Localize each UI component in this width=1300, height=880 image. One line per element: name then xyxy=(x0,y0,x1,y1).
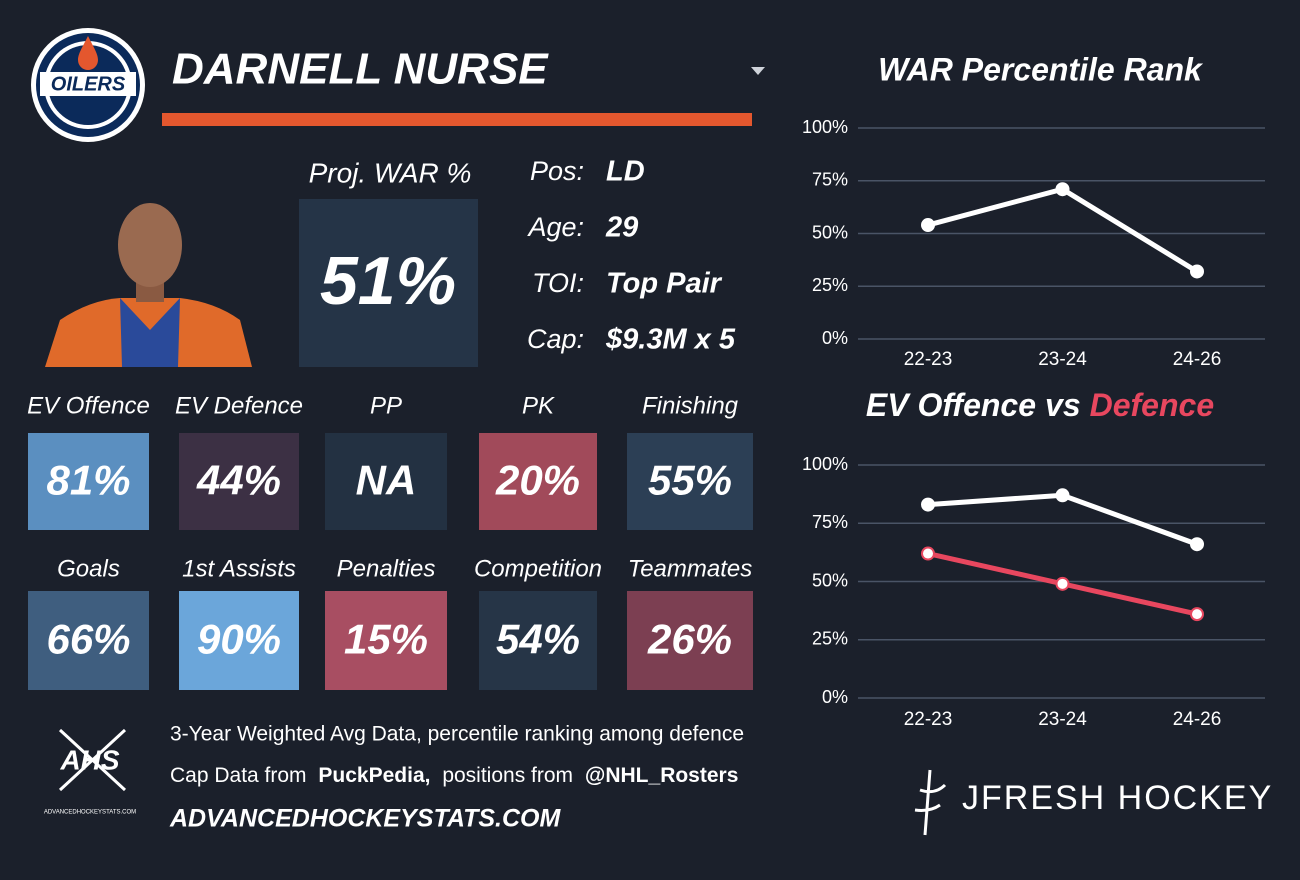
tile xyxy=(479,591,597,690)
x-tick-label: 24-26 xyxy=(1173,349,1222,370)
x-tick-label: 22-23 xyxy=(904,709,953,730)
ahs-text: AHS xyxy=(59,744,119,775)
tile-label: Goals xyxy=(57,555,120,582)
detail-label: Age: xyxy=(526,212,584,242)
y-tick-label: 25% xyxy=(812,275,848,295)
player-name: DARNELL NURSE xyxy=(172,45,549,94)
tile-label: 1st Assists xyxy=(182,555,296,582)
y-tick-label: 0% xyxy=(822,687,848,707)
title-bar xyxy=(162,113,752,126)
y-tick-label: 50% xyxy=(812,222,848,242)
y-tick-label: 0% xyxy=(822,328,848,348)
y-tick-label: 75% xyxy=(812,170,848,190)
tile-label: EV Defence xyxy=(175,392,303,419)
tile xyxy=(479,433,597,530)
point xyxy=(1055,182,1070,197)
x-tick-label: 23-24 xyxy=(1038,709,1087,730)
footer-note: 3-Year Weighted Avg Data, percentile ran… xyxy=(170,723,744,746)
player-photo xyxy=(45,203,252,367)
point xyxy=(921,497,935,512)
point xyxy=(921,218,935,233)
x-tick-label: 24-26 xyxy=(1173,709,1222,730)
site-link[interactable]: ADVANCEDHOCKEYSTATS.COM xyxy=(169,805,561,833)
tile xyxy=(179,433,299,530)
tile-value: 26% xyxy=(647,616,732,663)
y-tick-label: 50% xyxy=(812,570,848,590)
y-tick-label: 75% xyxy=(812,512,848,532)
tile xyxy=(179,591,299,690)
ahs-logo xyxy=(58,728,127,792)
chart-title: EV Offence vs Defence xyxy=(866,387,1214,423)
team-logo xyxy=(31,28,145,142)
tile-value: 81% xyxy=(46,457,130,504)
y-tick-label: 100% xyxy=(802,454,848,474)
summary-box xyxy=(299,199,478,367)
tile xyxy=(28,591,149,690)
tile-value: 54% xyxy=(496,616,580,663)
tile xyxy=(325,591,447,690)
x-tick-label: 22-23 xyxy=(904,349,953,370)
tile-value: 15% xyxy=(344,616,428,663)
tile xyxy=(325,433,447,530)
tile-value: 55% xyxy=(648,457,732,504)
tile-value: 66% xyxy=(46,616,130,663)
point xyxy=(1055,488,1070,503)
source-text: Cap Data from xyxy=(170,764,307,787)
tile-label: Competition xyxy=(474,555,602,582)
tile-value: NA xyxy=(356,457,417,504)
tile-label: Finishing xyxy=(642,392,739,419)
title-part: Defence xyxy=(1090,387,1215,423)
tile-label: PK xyxy=(522,392,555,419)
footer-source: Cap Data from PuckPedia, positions from … xyxy=(170,764,738,787)
dropdown[interactable] xyxy=(751,67,765,75)
point xyxy=(1055,576,1070,591)
source-link[interactable]: PuckPedia, xyxy=(318,764,430,787)
tile xyxy=(28,433,149,530)
brand-logo xyxy=(914,769,947,836)
source-link[interactable]: @NHL_Rosters xyxy=(585,764,739,787)
title-part: EV Offence xyxy=(866,387,1036,423)
detail-label: Pos: xyxy=(530,156,584,186)
point xyxy=(1190,537,1204,552)
point xyxy=(1190,264,1204,279)
tile-label: Penalties xyxy=(337,555,436,582)
tile-value: 44% xyxy=(196,457,281,504)
tile-value: 90% xyxy=(197,616,281,663)
summary-value: 51% xyxy=(320,243,456,319)
x-tick-label: 23-24 xyxy=(1038,349,1087,370)
source-text: positions from xyxy=(442,764,573,787)
detail-value: 29 xyxy=(605,212,638,244)
detail-label: Cap: xyxy=(527,324,584,354)
tile xyxy=(627,433,753,530)
detail-value: $9.3M x 5 xyxy=(605,324,736,356)
tile-label: EV Offence xyxy=(27,392,150,419)
ahs-site: ADVANCEDHOCKEYSTATS.COM xyxy=(44,810,136,816)
point xyxy=(921,546,935,561)
y-tick-label: 25% xyxy=(812,629,848,649)
tile xyxy=(627,591,753,690)
detail-value: Top Pair xyxy=(606,268,723,300)
logo-text: OILERS xyxy=(51,73,126,95)
y-tick-label: 100% xyxy=(802,117,848,137)
summary-label: Proj. WAR % xyxy=(309,157,472,188)
tile-value: 20% xyxy=(495,457,580,504)
detail-label: TOI: xyxy=(532,268,584,298)
detail-value: LD xyxy=(606,156,645,188)
chart-title: WAR Percentile Rank xyxy=(878,51,1204,87)
tile-label: Teammates xyxy=(628,555,753,582)
tile-label: PP xyxy=(370,392,402,419)
brand: JFRESH HOCKEY xyxy=(962,779,1273,817)
title-part: vs xyxy=(1045,387,1081,423)
point xyxy=(1190,607,1204,622)
